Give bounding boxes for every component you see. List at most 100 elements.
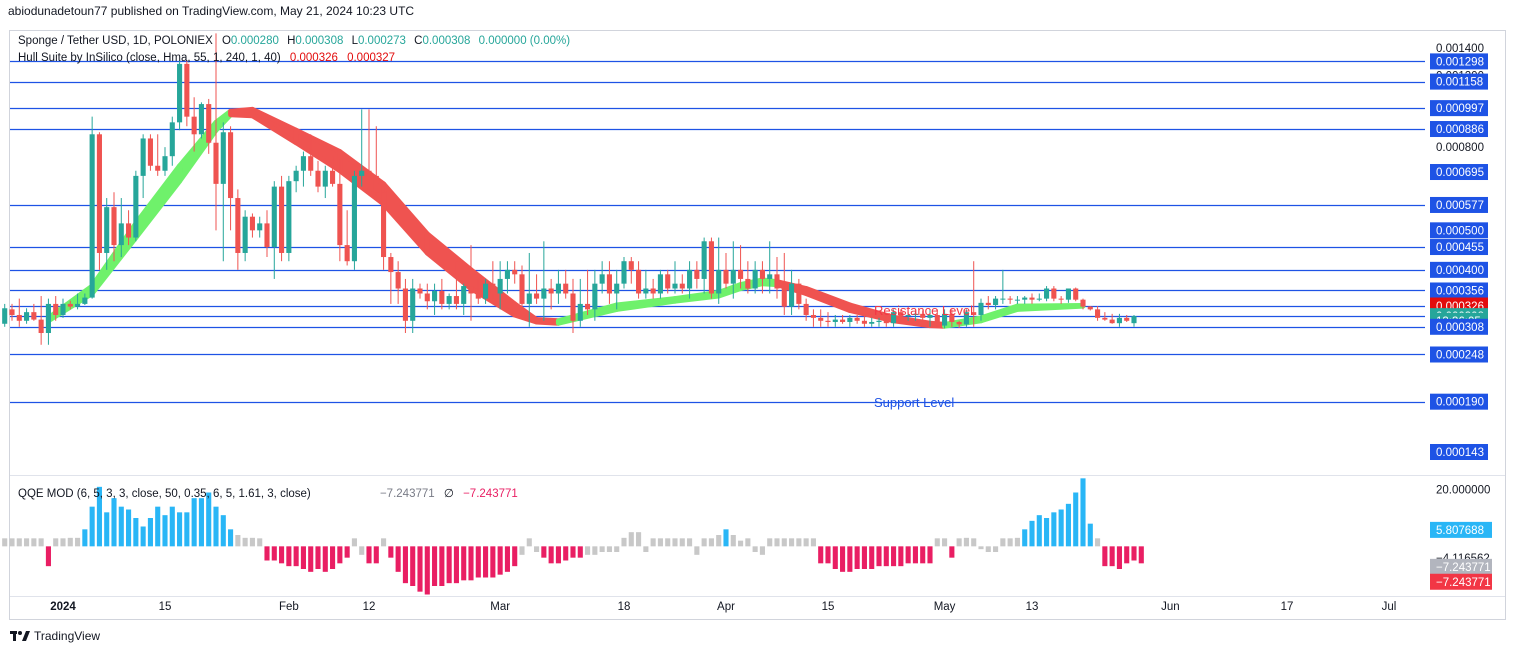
time-axis-tick: 17 [1281, 601, 1294, 613]
price-axis-box: 0.000308 [1430, 318, 1488, 335]
candle-body [803, 303, 809, 315]
qqe-bar [650, 538, 656, 547]
qqe-bar [126, 509, 132, 547]
qqe-bar [490, 546, 496, 578]
candle-body [424, 293, 430, 302]
candle-body [759, 269, 765, 279]
price-axis-box: 0.000143 [1430, 444, 1488, 460]
qqe-bar [1036, 515, 1042, 547]
candle [111, 192, 117, 262]
candle-body [767, 274, 773, 279]
candle-body [169, 122, 175, 157]
price-axis-box: 0.000356 [1430, 282, 1488, 299]
qqe-bar [111, 498, 117, 547]
candle [570, 278, 576, 334]
qqe-bar [1124, 546, 1130, 564]
qqe-bar [934, 538, 940, 547]
qqe-bar [789, 538, 795, 547]
price-axis-box-label: 0.000190 [1436, 397, 1484, 409]
candle-body [891, 312, 897, 324]
qqe-legend[interactable]: QQE MOD (6, 5, 3, 3, close, 50, 0.35, 6,… [18, 486, 524, 500]
candle-body [162, 156, 168, 171]
qqe-bar [82, 529, 88, 547]
qqe-axis-box-label: −7.243771 [1436, 577, 1491, 589]
tradingview-logo[interactable]: TradingView [10, 629, 100, 643]
qqe-bar [308, 546, 314, 572]
candle [1102, 312, 1108, 321]
candle-body [606, 274, 612, 294]
qqe-bar [264, 546, 270, 561]
candle [395, 261, 401, 304]
qqe-axis-box-bg [1430, 521, 1492, 538]
candle [657, 269, 663, 299]
time-axis-tick: Apr [717, 601, 735, 613]
candle-body [1065, 288, 1071, 300]
qqe-bar [679, 538, 685, 547]
candle-body [439, 290, 445, 304]
candle-body [1022, 297, 1028, 300]
candle [745, 261, 751, 294]
candle [75, 293, 81, 310]
candle [993, 296, 999, 310]
symbol-title[interactable]: Sponge / Tether USD, 1D, POLONIEX [18, 35, 213, 47]
qqe-bar [410, 546, 416, 586]
chart-frame [9, 30, 1506, 620]
candle-body [271, 186, 277, 248]
qqe-bar [745, 538, 751, 547]
candle-body [191, 116, 197, 135]
qqe-bar [883, 546, 889, 567]
candle-body [366, 170, 372, 176]
qqe-bar [468, 546, 474, 581]
candle-body [679, 283, 685, 289]
candle-body [956, 321, 962, 325]
candle-body [592, 283, 598, 310]
candle-body [1000, 298, 1006, 300]
candle-body [752, 269, 758, 289]
candle [905, 312, 911, 321]
hull-legend[interactable]: Hull Suite by InSilico (close, Hma, 55, … [18, 52, 401, 64]
candle [1080, 298, 1086, 310]
candle [956, 320, 962, 329]
candle [883, 314, 889, 327]
candle [31, 303, 37, 321]
price-axis-tick: 0.001400 [1436, 43, 1484, 55]
price-axis-box-bg [1430, 73, 1488, 90]
qqe-bar [417, 546, 423, 592]
candle [24, 308, 30, 324]
candle-body [453, 296, 459, 304]
open-value: 0.000280 [230, 35, 279, 47]
candle-body [111, 207, 117, 246]
qqe-bar [1095, 538, 1101, 547]
candle [861, 316, 867, 327]
candle [891, 309, 897, 327]
candle [242, 210, 248, 262]
candle [738, 245, 744, 289]
qqe-bar [570, 546, 576, 558]
price-axis-box-label: 0.000308 [1436, 322, 1484, 334]
candle [585, 269, 591, 315]
qqe-bar [1051, 512, 1057, 547]
qqe-bar [60, 538, 66, 547]
qqe-bar [461, 546, 467, 581]
candle [621, 257, 627, 289]
qqe-bar [198, 498, 204, 547]
candle [453, 261, 459, 310]
qqe-bar [956, 538, 962, 547]
hull-band-segment [1014, 303, 1086, 312]
candle [541, 241, 547, 321]
candle [206, 98, 212, 154]
candle-body [869, 321, 875, 324]
price-axis-box-bg [1430, 53, 1488, 70]
candle-body [82, 297, 88, 304]
candle [198, 102, 204, 139]
candle-body [665, 274, 671, 289]
qqe-bar [279, 546, 285, 564]
candle [351, 170, 357, 270]
candle [519, 265, 525, 310]
qqe-axis-box: −7.243771 [1430, 573, 1492, 590]
qqe-bar [257, 538, 263, 547]
qqe-bar [687, 538, 693, 547]
time-axis-tick: Feb [279, 601, 299, 613]
qqe-bar [366, 546, 372, 564]
